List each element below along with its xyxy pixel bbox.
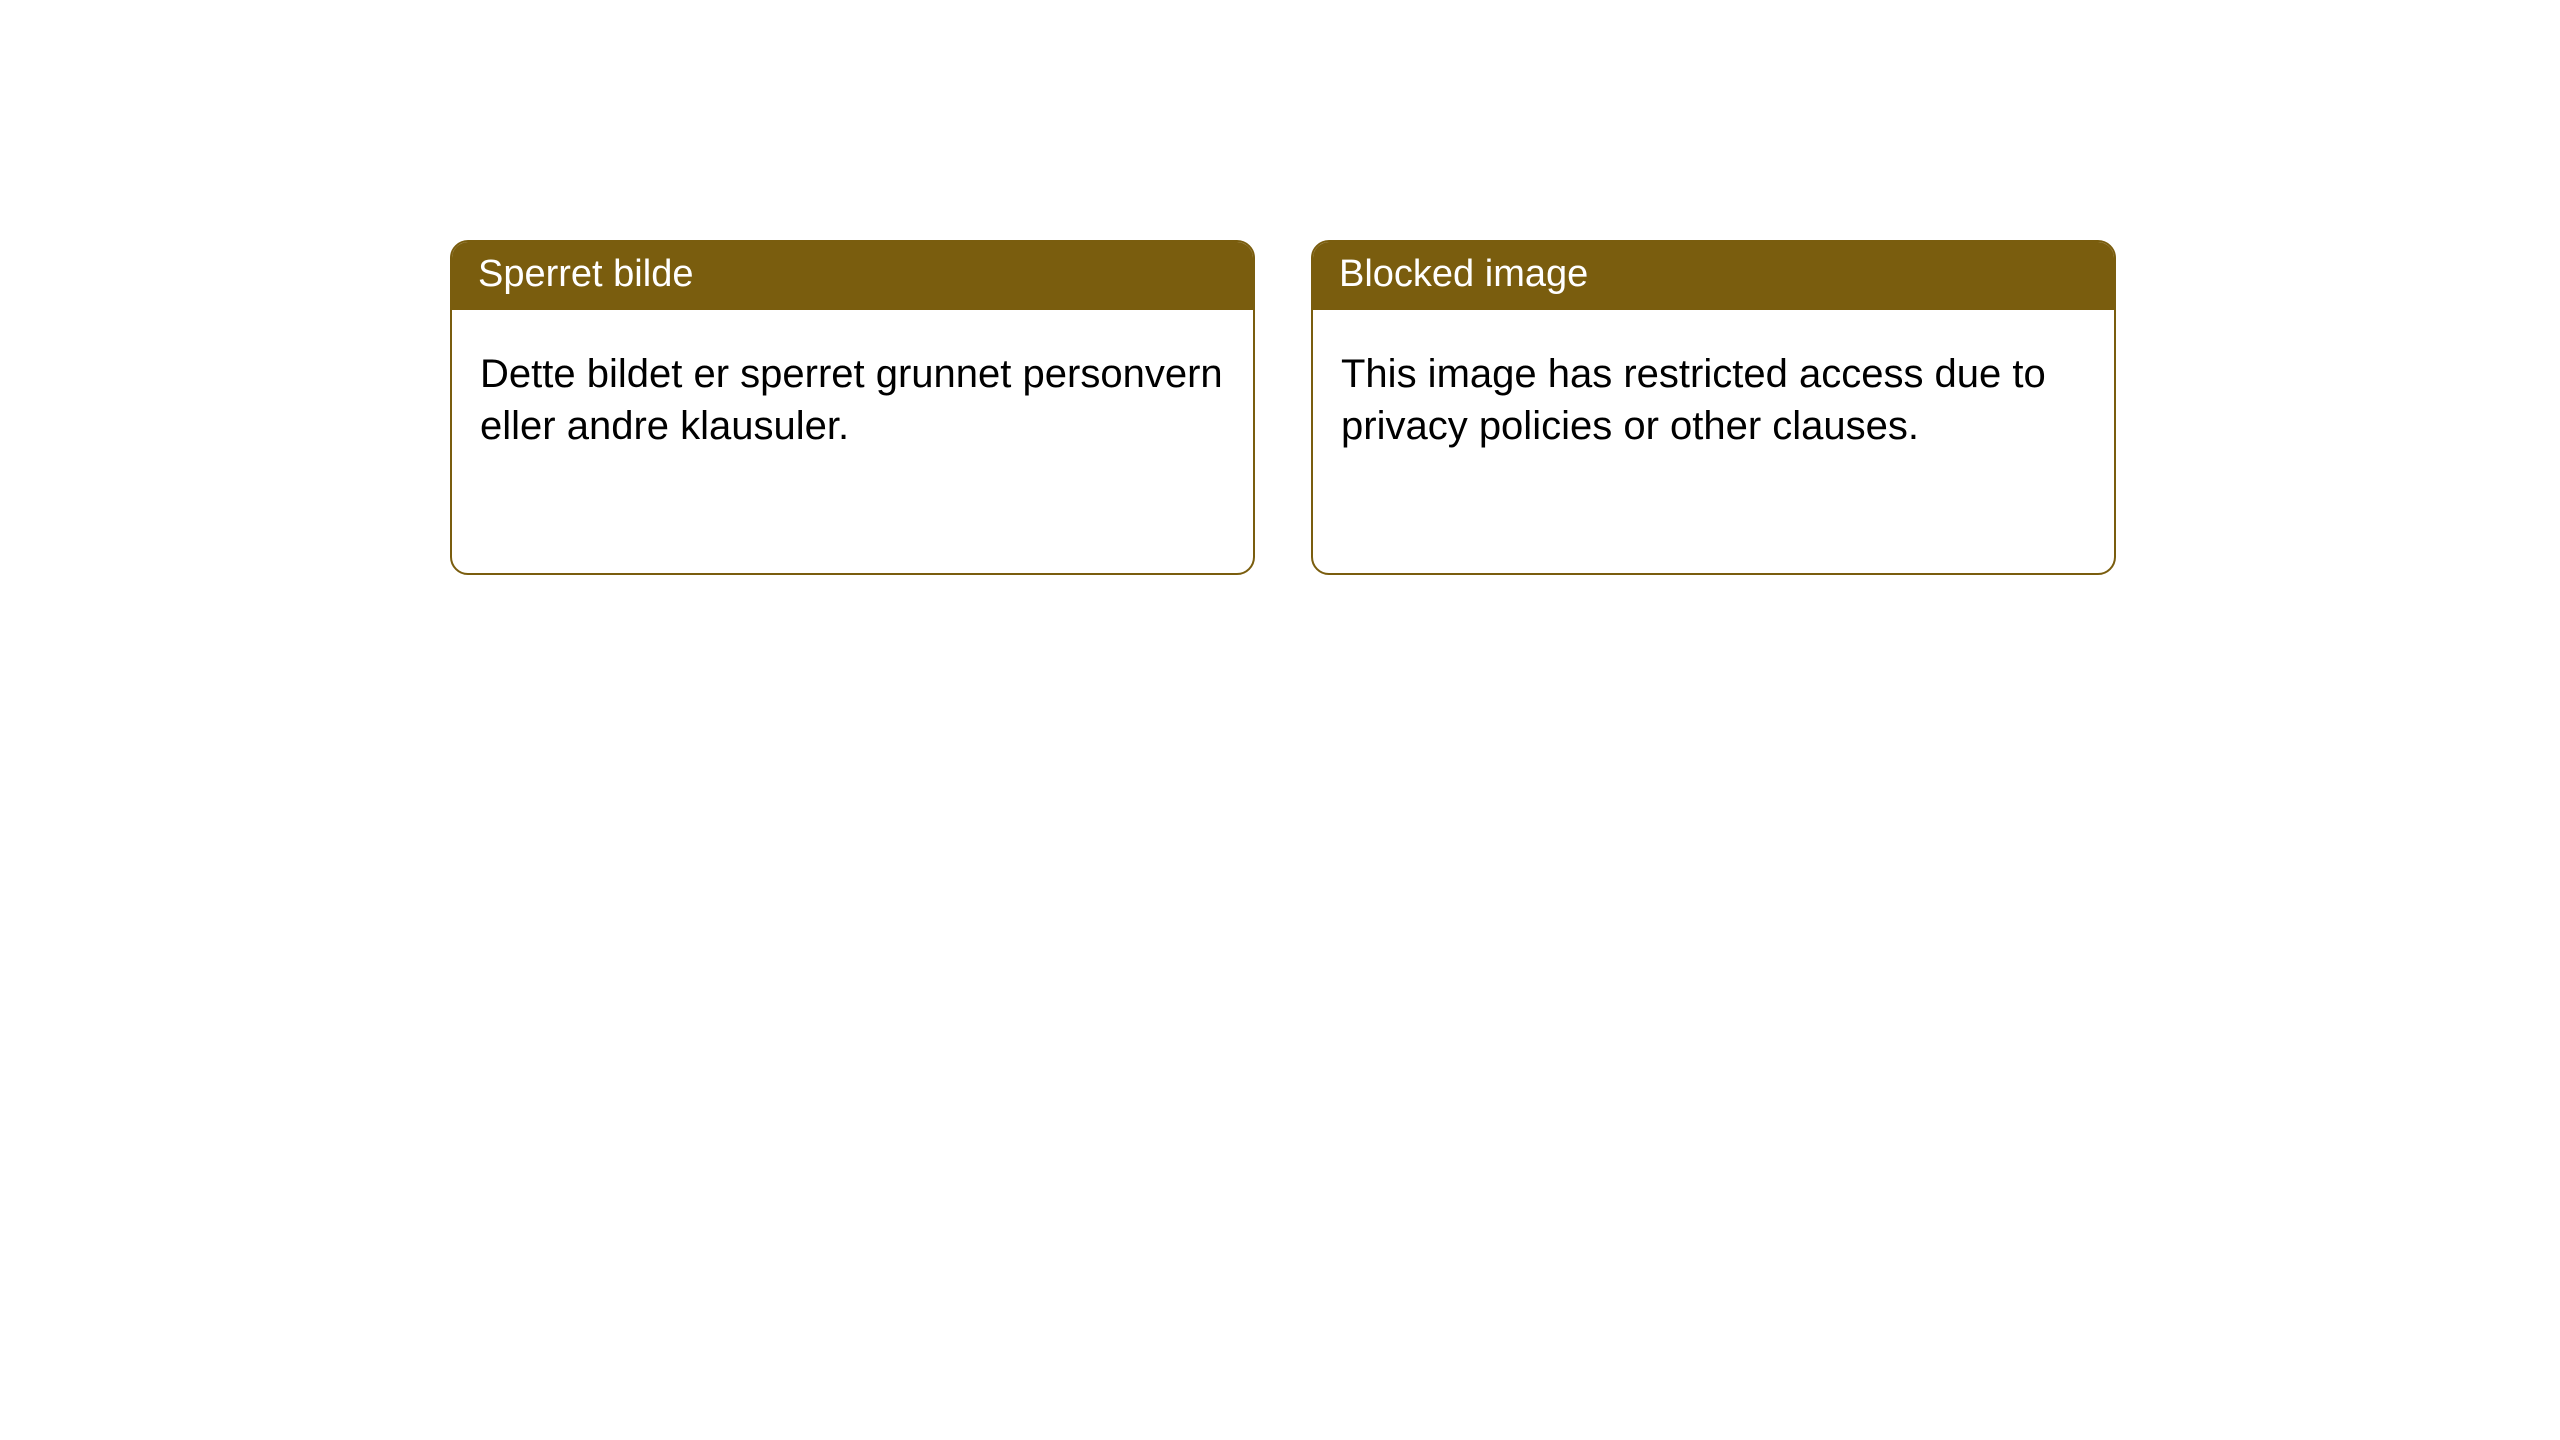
card-header-no: Sperret bilde	[452, 242, 1253, 310]
card-body-no: Dette bildet er sperret grunnet personve…	[452, 310, 1253, 480]
card-header-en: Blocked image	[1313, 242, 2114, 310]
notice-container: Sperret bilde Dette bildet er sperret gr…	[0, 0, 2560, 575]
card-title-en: Blocked image	[1339, 253, 1588, 295]
card-title-no: Sperret bilde	[478, 253, 693, 295]
card-text-en: This image has restricted access due to …	[1341, 352, 2046, 448]
blocked-image-card-en: Blocked image This image has restricted …	[1311, 240, 2116, 575]
blocked-image-card-no: Sperret bilde Dette bildet er sperret gr…	[450, 240, 1255, 575]
card-body-en: This image has restricted access due to …	[1313, 310, 2114, 480]
card-text-no: Dette bildet er sperret grunnet personve…	[480, 352, 1223, 448]
